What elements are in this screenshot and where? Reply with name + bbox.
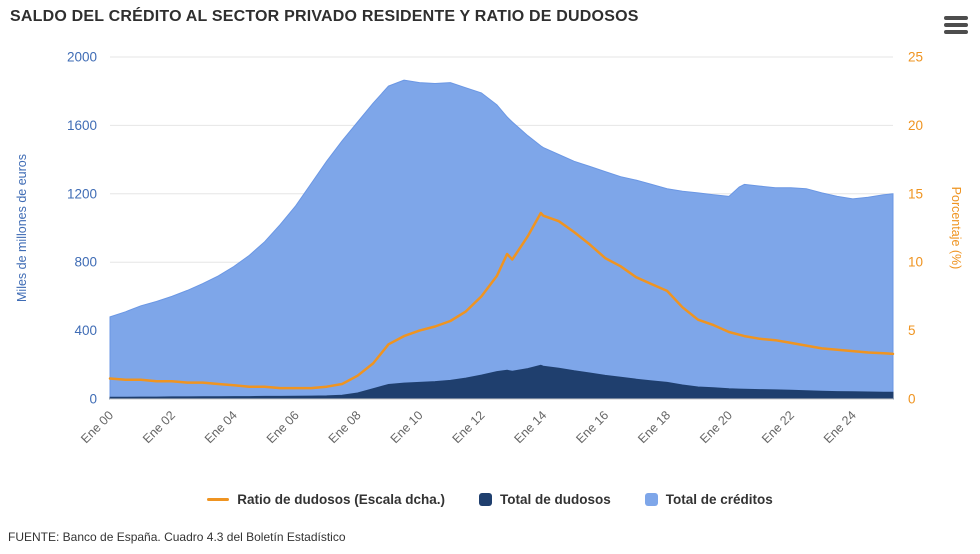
x-tick-label: Ene 20 bbox=[697, 408, 735, 446]
series-total-creditos bbox=[109, 79, 894, 400]
x-tick-label: Ene 22 bbox=[759, 408, 797, 446]
menu-bar bbox=[944, 30, 968, 34]
legend-line-marker-icon bbox=[207, 498, 230, 501]
y-right-tick-label: 25 bbox=[908, 50, 923, 65]
y-left-tick-label: 0 bbox=[89, 392, 97, 407]
x-tick-label: Ene 12 bbox=[450, 408, 488, 446]
legend-square-marker-icon bbox=[479, 493, 492, 506]
x-tick-label: Ene 02 bbox=[140, 408, 178, 446]
y-left-axis-title: Miles de millones de euros bbox=[15, 154, 29, 302]
y-left-tick-label: 1600 bbox=[67, 118, 97, 133]
y-left-tick-label: 400 bbox=[74, 323, 97, 338]
y-right-tick-label: 15 bbox=[908, 186, 923, 201]
series-ratio-dudosos bbox=[108, 211, 895, 390]
x-tick-label: Ene 24 bbox=[821, 408, 859, 446]
y-right-tick-label: 10 bbox=[908, 255, 923, 270]
y-right-tick-label: 5 bbox=[908, 323, 916, 338]
y-right-tick-label: 20 bbox=[908, 118, 923, 133]
legend-label: Ratio de dudosos (Escala dcha.) bbox=[237, 492, 445, 507]
y-right-axis-title: Porcentaje (%) bbox=[949, 187, 963, 270]
x-tick-label: Ene 08 bbox=[326, 408, 364, 446]
menu-bar bbox=[944, 16, 968, 20]
source-note: FUENTE: Banco de España. Cuadro 4.3 del … bbox=[8, 530, 346, 544]
legend: Ratio de dudosos (Escala dcha.) Total de… bbox=[0, 492, 980, 507]
x-tick-label: Ene 00 bbox=[78, 408, 116, 446]
y-left-tick-label: 800 bbox=[74, 255, 97, 270]
x-tick-label: Ene 18 bbox=[635, 408, 673, 446]
export-menu-icon[interactable] bbox=[944, 16, 968, 34]
plot-area: 0 400 800 1200 1600 2000 0 5 10 15 20 25 Ene 00 Ene 0… bbox=[15, 50, 963, 447]
y-right-tick-label: 0 bbox=[908, 392, 916, 407]
legend-label: Total de créditos bbox=[665, 492, 773, 507]
y-left-tick-label: 2000 bbox=[67, 50, 97, 65]
x-tick-label: Ene 14 bbox=[511, 408, 549, 446]
legend-item-total-creditos[interactable]: Total de créditos bbox=[644, 492, 773, 507]
chart-title: SALDO DEL CRÉDITO AL SECTOR PRIVADO RESI… bbox=[10, 8, 639, 25]
series-total-dudosos bbox=[109, 364, 894, 400]
legend-label: Total de dudosos bbox=[500, 492, 611, 507]
x-tick-label: Ene 04 bbox=[202, 408, 240, 446]
menu-bar bbox=[944, 23, 968, 27]
legend-item-total-dudosos[interactable]: Total de dudosos bbox=[479, 492, 611, 507]
x-tick-label: Ene 16 bbox=[573, 408, 611, 446]
legend-square-marker-icon bbox=[644, 493, 658, 506]
x-tick-label: Ene 10 bbox=[388, 408, 426, 446]
legend-item-ratio-dudosos[interactable]: Ratio de dudosos (Escala dcha.) bbox=[207, 492, 445, 507]
x-tick-label: Ene 06 bbox=[264, 408, 302, 446]
y-left-tick-label: 1200 bbox=[67, 186, 97, 201]
